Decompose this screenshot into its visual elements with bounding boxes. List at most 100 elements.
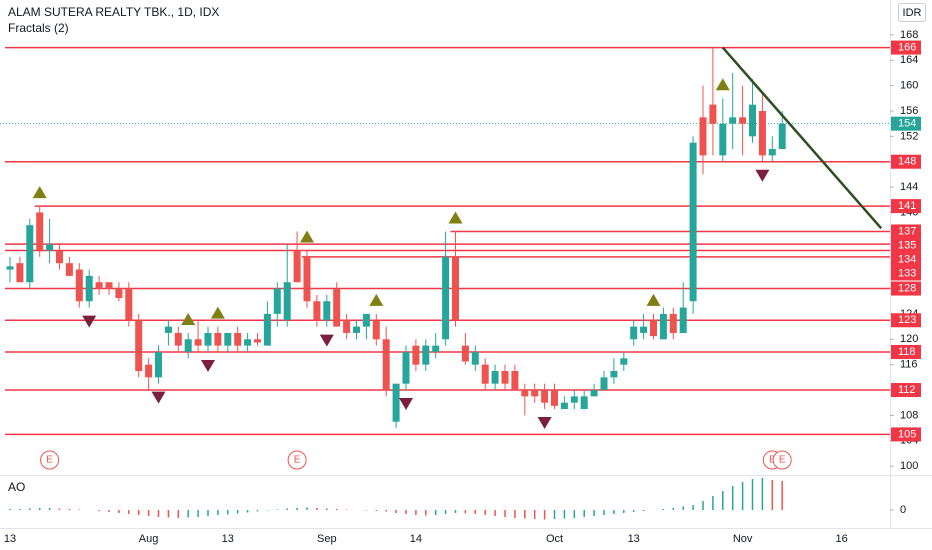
candle-body xyxy=(541,390,549,403)
event-marker xyxy=(40,450,60,470)
level-box xyxy=(891,281,921,296)
fractal-down xyxy=(201,359,215,372)
y-tick-label: 164 xyxy=(900,54,918,66)
x-tick-label: 16 xyxy=(835,533,847,545)
candle-body xyxy=(125,288,133,321)
fractal-up xyxy=(715,78,730,91)
candle-body xyxy=(570,396,578,403)
candle-body xyxy=(194,339,202,346)
level-box xyxy=(891,154,921,169)
x-tick-label: 13 xyxy=(628,533,640,545)
candle-body xyxy=(699,117,707,156)
candle-body xyxy=(600,377,608,391)
candle-body xyxy=(422,345,430,365)
candle-body xyxy=(95,282,103,289)
candle-body xyxy=(6,266,14,270)
level-label: 133 xyxy=(898,267,916,279)
ao-tick-label: 0 xyxy=(900,504,906,516)
fractal-down xyxy=(537,417,552,430)
candle-body xyxy=(85,275,93,302)
candle-body xyxy=(432,345,440,352)
candle-body xyxy=(630,326,638,340)
candle-body xyxy=(620,358,628,365)
event-label: E xyxy=(769,455,776,466)
candle-body xyxy=(729,117,737,124)
candle-body xyxy=(758,110,766,156)
level-label: 118 xyxy=(898,346,916,358)
candle-body xyxy=(204,332,212,346)
level-box xyxy=(891,224,921,239)
candle-body xyxy=(412,345,420,365)
candle-body xyxy=(640,326,648,333)
level-box xyxy=(891,266,921,281)
level-label: 135 xyxy=(898,239,916,251)
trendline xyxy=(721,46,883,230)
candle-body xyxy=(214,332,222,346)
fractal-down xyxy=(82,315,97,328)
level-label: 166 xyxy=(898,41,916,53)
fractal-up xyxy=(300,230,314,243)
candle-body xyxy=(155,351,162,378)
candle-body xyxy=(461,345,469,362)
candle-body xyxy=(659,313,667,340)
level-box xyxy=(891,40,921,55)
y-tick-label: 144 xyxy=(900,181,918,193)
candle-body xyxy=(481,364,489,384)
x-tick-label: 13 xyxy=(222,533,234,545)
level-label: 137 xyxy=(898,225,916,237)
candle-body xyxy=(303,256,311,302)
candle-body xyxy=(174,332,182,346)
level-box xyxy=(891,344,921,359)
y-tick-label: 160 xyxy=(900,80,918,92)
fractal-up xyxy=(32,186,47,199)
candle-body xyxy=(491,370,499,384)
level-label: 148 xyxy=(898,156,916,168)
candle-body xyxy=(26,225,34,283)
fractal-up xyxy=(369,293,384,306)
currency[interactable]: IDR xyxy=(903,7,922,19)
candle-body xyxy=(442,256,450,340)
candle-body xyxy=(739,117,747,124)
candle-body xyxy=(521,390,529,397)
y-tick-label: 152 xyxy=(900,130,918,142)
candle-body xyxy=(719,123,727,156)
candle-body xyxy=(293,250,301,283)
candle-body xyxy=(471,351,479,365)
level-box xyxy=(891,238,921,253)
fractal-up xyxy=(181,312,196,325)
y-tick-label: 116 xyxy=(900,359,918,371)
candle-body xyxy=(511,370,519,391)
y-tick-label: 120 xyxy=(900,333,918,345)
x-tick-label: Oct xyxy=(546,533,563,545)
candle-body xyxy=(343,320,351,333)
level-box xyxy=(891,313,921,328)
level-box xyxy=(891,427,921,442)
candle-body xyxy=(560,402,568,410)
x-tick-label: Aug xyxy=(139,533,159,545)
candle-body xyxy=(224,332,232,346)
candle-body xyxy=(164,326,172,333)
last-price-label: 154 xyxy=(898,118,916,130)
fractal-up xyxy=(210,306,225,319)
candle-body xyxy=(273,288,281,314)
currency-button[interactable] xyxy=(898,3,926,22)
fractal-down xyxy=(319,334,334,347)
x-tick-label: 14 xyxy=(410,533,422,545)
level-label: 141 xyxy=(898,200,916,212)
fractal-down xyxy=(755,169,770,182)
candle-body xyxy=(115,288,123,299)
candle-body xyxy=(531,390,539,397)
level-box xyxy=(891,199,921,214)
candle-body xyxy=(323,301,331,321)
candle-body xyxy=(283,282,291,321)
candle-body xyxy=(46,244,54,251)
fractal-down xyxy=(151,391,166,404)
last-price-box xyxy=(891,116,921,131)
candle-body xyxy=(679,307,687,333)
y-tick-label: 100 xyxy=(900,460,918,472)
candle-body xyxy=(551,390,558,406)
fractal-up xyxy=(646,293,661,306)
level-label: 105 xyxy=(898,428,916,440)
candle-body xyxy=(610,370,618,378)
